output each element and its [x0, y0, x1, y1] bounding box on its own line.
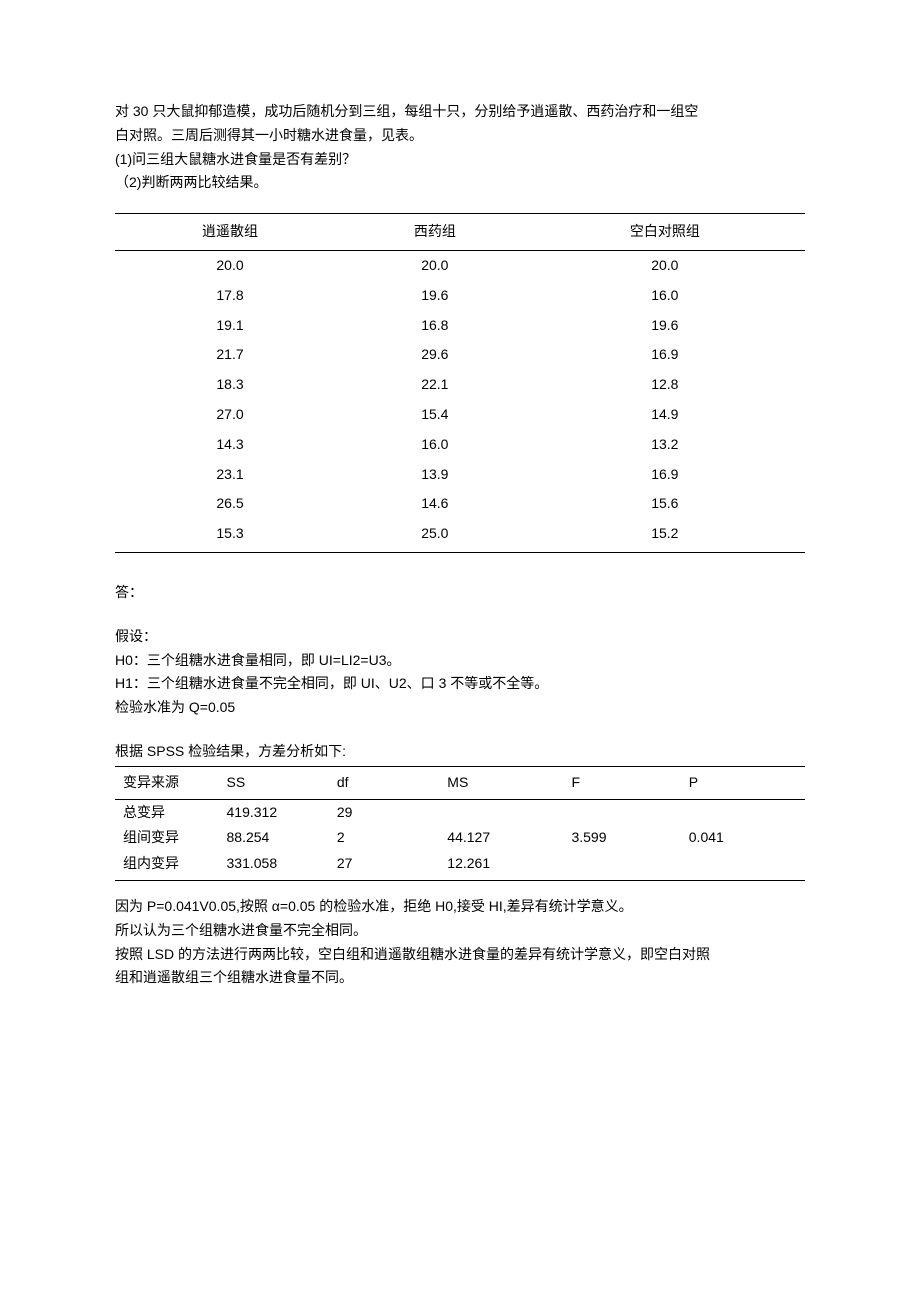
anova-header-row: 变异来源 SS df MS F P — [115, 766, 805, 799]
table-cell: 20.0 — [525, 250, 805, 280]
table-row: 17.819.616.0 — [115, 281, 805, 311]
anova-col-f: F — [563, 766, 680, 799]
table-cell: 26.5 — [115, 489, 345, 519]
table-cell: 组内变异 — [115, 851, 219, 880]
table-cell: 12.261 — [439, 851, 563, 880]
table-row: 20.020.020.0 — [115, 250, 805, 280]
table-cell: 16.8 — [345, 311, 525, 341]
table-cell: 0.041 — [681, 825, 805, 851]
table-row: 26.514.615.6 — [115, 489, 805, 519]
prompt-q1: (1)问三组大鼠糖水进食量是否有差别？ — [115, 148, 805, 172]
table-cell: 19.6 — [345, 281, 525, 311]
anova-table: 变异来源 SS df MS F P 总变异419.31229组间变异88.254… — [115, 766, 805, 881]
table-cell: 331.058 — [219, 851, 329, 880]
table-cell: 29.6 — [345, 340, 525, 370]
prompt-line-2: 白对照。三周后测得其一小时糖水进食量，见表。 — [115, 124, 805, 148]
hypothesis-h1: H1：三个组糖水进食量不完全相同，即 UI、U2、口 3 不等或不全等。 — [115, 672, 805, 696]
table-row: 组内变异331.0582712.261 — [115, 851, 805, 880]
hypothesis-h0: H0：三个组糖水进食量相同，即 UI=LI2=U3。 — [115, 649, 805, 673]
table-cell — [681, 851, 805, 880]
anova-col-source: 变异来源 — [115, 766, 219, 799]
table-row: 19.116.819.6 — [115, 311, 805, 341]
prompt-line-1: 对 30 只大鼠抑郁造模，成功后随机分到三组，每组十只，分别给予逍遥散、西药治疗… — [115, 100, 805, 124]
table-cell: 总变异 — [115, 799, 219, 825]
table-cell: 44.127 — [439, 825, 563, 851]
table-row: 总变异419.31229 — [115, 799, 805, 825]
conclusion: 因为 P=0.041V0.05,按照 α=0.05 的检验水准，拒绝 H0,接受… — [115, 895, 805, 990]
prompt-q2: （2)判断两两比较结果。 — [115, 171, 805, 195]
table-cell: 15.4 — [345, 400, 525, 430]
table-cell — [681, 799, 805, 825]
table-cell: 15.2 — [525, 519, 805, 552]
col-header-group1: 逍遥散组 — [115, 214, 345, 251]
anova-col-p: P — [681, 766, 805, 799]
conclusion-line-3: 按照 LSD 的方法进行两两比较，空白组和逍遥散组糖水进食量的差异有统计学意义，… — [115, 943, 805, 967]
anova-intro: 根据 SPSS 检验结果，方差分析如下: — [115, 740, 805, 764]
table-cell: 20.0 — [345, 250, 525, 280]
table-cell: 13.2 — [525, 430, 805, 460]
table-row: 23.113.916.9 — [115, 460, 805, 490]
anova-col-df: df — [329, 766, 439, 799]
table-cell: 15.6 — [525, 489, 805, 519]
table-cell: 419.312 — [219, 799, 329, 825]
table-cell: 23.1 — [115, 460, 345, 490]
alpha-level: 检验水准为 Q=0.05 — [115, 696, 805, 720]
question-prompt: 对 30 只大鼠抑郁造模，成功后随机分到三组，每组十只，分别给予逍遥散、西药治疗… — [115, 100, 805, 195]
table-cell: 20.0 — [115, 250, 345, 280]
conclusion-line-4: 组和逍遥散组三个组糖水进食量不同。 — [115, 966, 805, 990]
table-cell: 16.9 — [525, 340, 805, 370]
answer-section: 答： 假设： H0：三个组糖水进食量相同，即 UI=LI2=U3。 H1：三个组… — [115, 581, 805, 764]
table-cell: 21.7 — [115, 340, 345, 370]
table-cell: 14.9 — [525, 400, 805, 430]
table-cell: 2 — [329, 825, 439, 851]
anova-col-ms: MS — [439, 766, 563, 799]
table-cell: 3.599 — [563, 825, 680, 851]
col-header-group2: 西药组 — [345, 214, 525, 251]
table-row: 14.316.013.2 — [115, 430, 805, 460]
table-cell: 27 — [329, 851, 439, 880]
table-row: 组间变异88.254244.1273.5990.041 — [115, 825, 805, 851]
table-cell: 22.1 — [345, 370, 525, 400]
table-cell — [563, 851, 680, 880]
data-table-header-row: 逍遥散组 西药组 空白对照组 — [115, 214, 805, 251]
table-cell: 15.3 — [115, 519, 345, 552]
col-header-group3: 空白对照组 — [525, 214, 805, 251]
table-cell: 19.6 — [525, 311, 805, 341]
table-cell: 27.0 — [115, 400, 345, 430]
data-table: 逍遥散组 西药组 空白对照组 20.020.020.017.819.616.01… — [115, 213, 805, 553]
table-row: 21.729.616.9 — [115, 340, 805, 370]
table-cell: 18.3 — [115, 370, 345, 400]
table-cell: 16.0 — [525, 281, 805, 311]
table-cell: 14.6 — [345, 489, 525, 519]
table-cell: 25.0 — [345, 519, 525, 552]
table-row: 18.322.112.8 — [115, 370, 805, 400]
table-cell: 88.254 — [219, 825, 329, 851]
table-cell — [439, 799, 563, 825]
table-cell: 16.0 — [345, 430, 525, 460]
table-cell: 13.9 — [345, 460, 525, 490]
table-cell: 16.9 — [525, 460, 805, 490]
table-cell: 17.8 — [115, 281, 345, 311]
table-row: 15.325.015.2 — [115, 519, 805, 552]
table-cell: 14.3 — [115, 430, 345, 460]
answer-label: 答： — [115, 581, 805, 605]
table-row: 27.015.414.9 — [115, 400, 805, 430]
table-cell — [563, 799, 680, 825]
anova-col-ss: SS — [219, 766, 329, 799]
table-cell: 组间变异 — [115, 825, 219, 851]
conclusion-line-1: 因为 P=0.041V0.05,按照 α=0.05 的检验水准，拒绝 H0,接受… — [115, 895, 805, 919]
table-cell: 12.8 — [525, 370, 805, 400]
table-cell: 19.1 — [115, 311, 345, 341]
conclusion-line-2: 所以认为三个组糖水进食量不完全相同。 — [115, 919, 805, 943]
hypothesis-label: 假设： — [115, 625, 805, 649]
table-cell: 29 — [329, 799, 439, 825]
